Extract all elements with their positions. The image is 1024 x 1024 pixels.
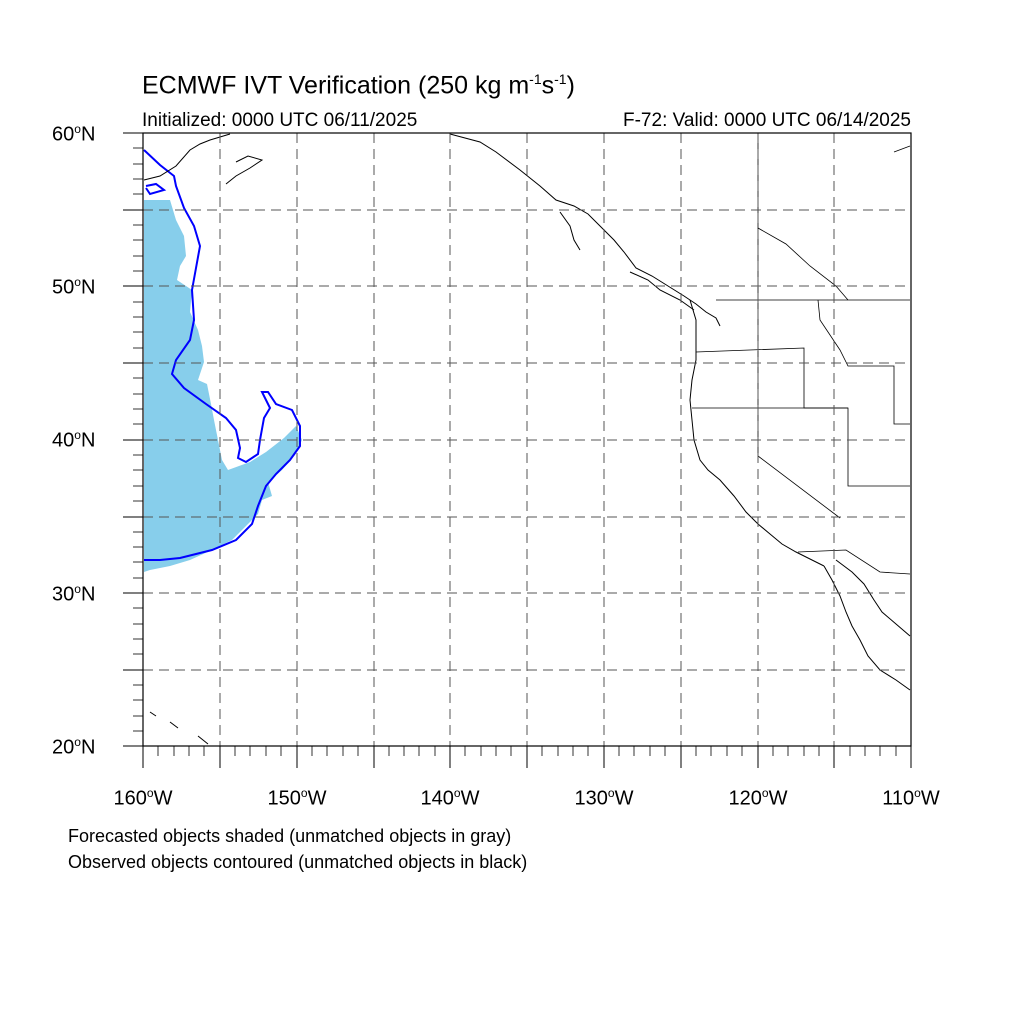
lon-label-130w: 130oW [574,786,634,810]
valid-time-label: F-72: Valid: 0000 UTC 06/14/2025 [623,110,911,131]
initialized-label: Initialized: 0000 UTC 06/11/2025 [142,110,418,131]
chart-title: ECMWF IVT Verification (250 kg m-1s-1) [142,71,575,100]
coastlines [143,133,911,745]
gridlines [143,133,911,746]
borders [692,134,911,575]
minor-ticks [133,147,897,756]
observed-object-inlet [145,182,167,196]
axis-ticks [123,132,912,768]
lat-label-60n: 60oN [52,122,96,146]
observed-object-contour [143,149,301,561]
lat-label-50n: 50oN [52,275,96,299]
lon-label-110w: 110oW [882,786,940,810]
lat-label-20n: 20oN [52,735,96,759]
lon-label-150w: 150oW [267,786,327,810]
lon-label-120w: 120oW [728,786,788,810]
lat-label-30n: 30oN [52,582,96,606]
lon-label-160w: 160oW [113,786,173,810]
observed-legend-note: Observed objects contoured (unmatched ob… [68,852,528,872]
lat-label-40n: 40oN [52,428,96,452]
forecast-legend-note: Forecasted objects shaded (unmatched obj… [68,826,512,846]
forecast-object [144,200,302,572]
lon-label-140w: 140oW [420,786,480,810]
